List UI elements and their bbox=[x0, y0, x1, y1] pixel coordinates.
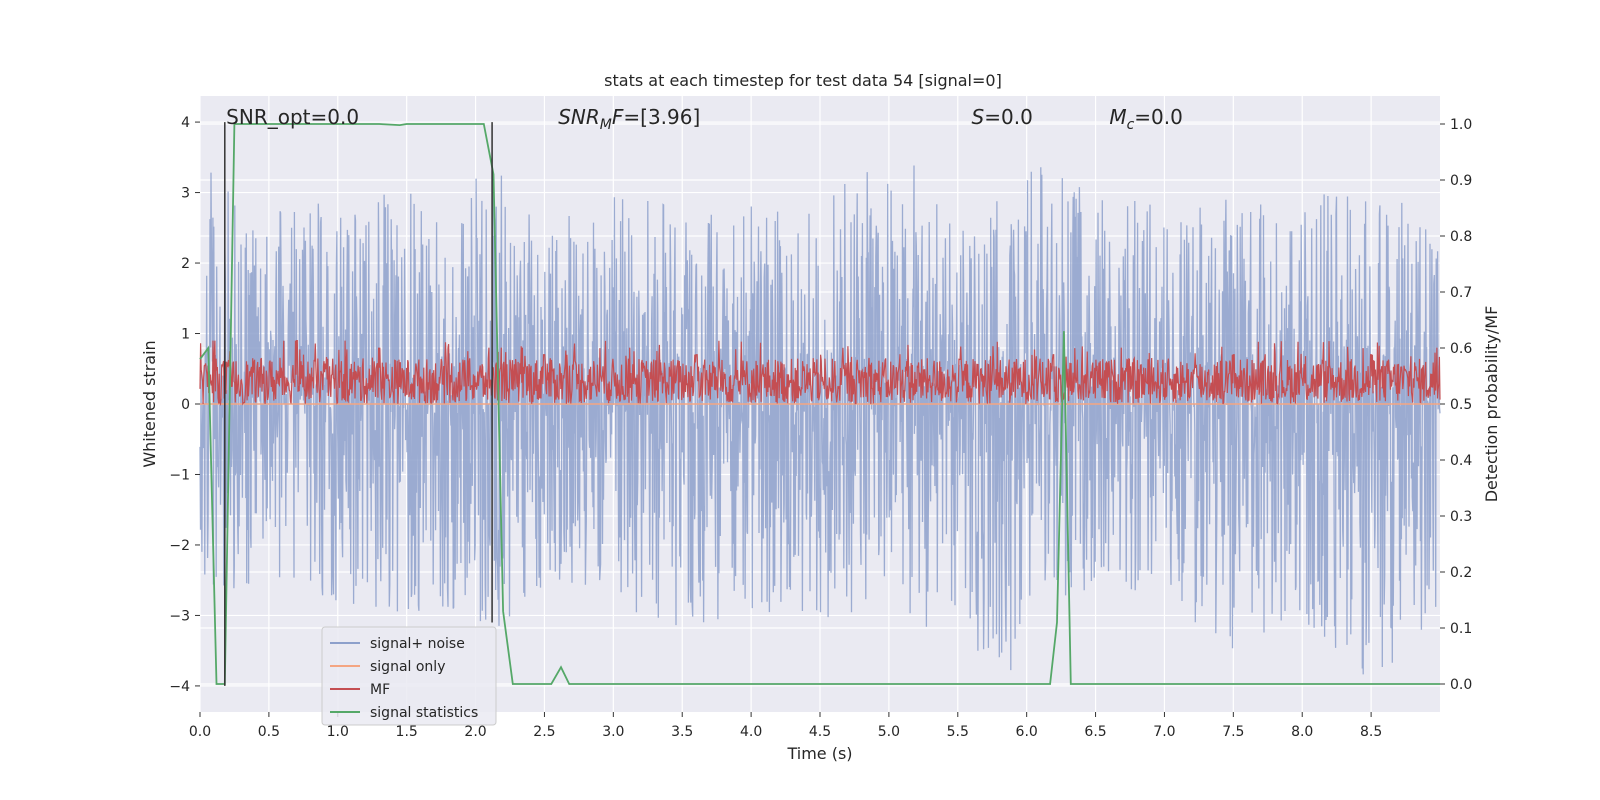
x-tick-label-1: 0.5 bbox=[258, 724, 280, 740]
vertical-markers bbox=[224, 122, 493, 686]
annotation-3: Mc=0.0 bbox=[1109, 105, 1183, 133]
x-tick-label-12: 6.0 bbox=[1016, 724, 1038, 740]
legend-label-3: signal statistics bbox=[370, 705, 478, 721]
y-left-tick-label-6: −2 bbox=[169, 538, 190, 554]
y-right-tick-label-6: 0.4 bbox=[1450, 453, 1472, 469]
x-tick-label-11: 5.5 bbox=[947, 724, 969, 740]
y-left-axis-ticks: 4 3 2 1 0 −1 −2 −3 −4 bbox=[169, 115, 200, 695]
x-tick-label-2: 1.0 bbox=[327, 724, 349, 740]
legend-box bbox=[321, 626, 497, 726]
y-left-tick-label-8: −4 bbox=[169, 679, 190, 695]
legend: signal+ noise signal only MF signal statist… bbox=[321, 626, 497, 726]
x-tick-label-17: 8.5 bbox=[1360, 724, 1382, 740]
y-right-tick-label-8: 0.2 bbox=[1450, 565, 1472, 581]
series-signal-statistics bbox=[199, 123, 1440, 685]
y-right-tick-label-7: 0.3 bbox=[1450, 509, 1472, 525]
y-right-axis-label: Detection probability/MF bbox=[1482, 306, 1501, 503]
legend-label-2: MF bbox=[370, 682, 390, 698]
annotations: SNR_opt=0.0 SNRMF=[3.96] S=0.0 Mc=0.0 bbox=[226, 105, 1183, 133]
x-tick-label-3: 1.5 bbox=[396, 724, 418, 740]
y-left-tick-label-4: 0 bbox=[181, 397, 190, 413]
x-tick-label-7: 3.5 bbox=[671, 724, 693, 740]
annotation-2: S=0.0 bbox=[972, 105, 1033, 129]
y-left-tick-label-3: 1 bbox=[181, 327, 190, 343]
chart-title: stats at each timestep for test data 54 … bbox=[604, 71, 1002, 90]
y-right-tick-label-10: 0.0 bbox=[1450, 677, 1472, 693]
y-left-tick-label-0: 4 bbox=[181, 115, 190, 131]
y-left-axis-label: Whitened strain bbox=[140, 340, 159, 467]
x-tick-label-9: 4.5 bbox=[809, 724, 831, 740]
series-signal-noise bbox=[199, 165, 1441, 675]
y-left-tick-label-2: 2 bbox=[181, 256, 190, 272]
y-left-tick-label-5: −1 bbox=[169, 467, 190, 483]
y-right-axis-ticks: 1.0 0.9 0.8 0.7 0.6 0.5 0.4 0.3 0.2 0.1 0.0 bbox=[1440, 117, 1472, 693]
x-tick-label-13: 6.5 bbox=[1084, 724, 1106, 740]
annotation-1: SNRMF=[3.96] bbox=[558, 105, 700, 133]
legend-label-0: signal+ noise bbox=[370, 636, 465, 652]
x-tick-label-4: 2.0 bbox=[464, 724, 486, 740]
y-right-tick-label-5: 0.5 bbox=[1450, 397, 1472, 413]
legend-label-1: signal only bbox=[370, 659, 445, 675]
y-right-tick-label-2: 0.8 bbox=[1450, 229, 1472, 245]
y-left-tick-label-1: 3 bbox=[181, 186, 190, 202]
series-mf bbox=[199, 340, 1441, 406]
annotation-0: SNR_opt=0.0 bbox=[226, 105, 359, 129]
x-axis-label: Time (s) bbox=[786, 744, 852, 763]
x-tick-label-0: 0.0 bbox=[189, 724, 211, 740]
y-right-tick-label-9: 0.1 bbox=[1450, 621, 1472, 637]
x-tick-label-6: 3.0 bbox=[602, 724, 624, 740]
x-axis-ticks: 0.0 0.5 1.0 1.5 2.0 2.5 3.0 3.5 4.0 4.5 5.0 5.5 6.0 6… bbox=[189, 712, 1382, 740]
series-layer bbox=[199, 123, 1441, 685]
x-tick-label-5: 2.5 bbox=[533, 724, 555, 740]
x-tick-label-10: 5.0 bbox=[878, 724, 900, 740]
y-right-tick-label-3: 0.7 bbox=[1450, 285, 1472, 301]
y-right-tick-label-4: 0.6 bbox=[1450, 341, 1472, 357]
x-tick-label-16: 8.0 bbox=[1291, 724, 1313, 740]
y-right-tick-label-0: 1.0 bbox=[1450, 117, 1472, 133]
y-left-tick-label-7: −3 bbox=[169, 608, 190, 624]
y-right-tick-label-1: 0.9 bbox=[1450, 173, 1472, 189]
x-tick-label-14: 7.0 bbox=[1153, 724, 1175, 740]
x-tick-label-8: 4.0 bbox=[740, 724, 762, 740]
x-tick-label-15: 7.5 bbox=[1222, 724, 1244, 740]
